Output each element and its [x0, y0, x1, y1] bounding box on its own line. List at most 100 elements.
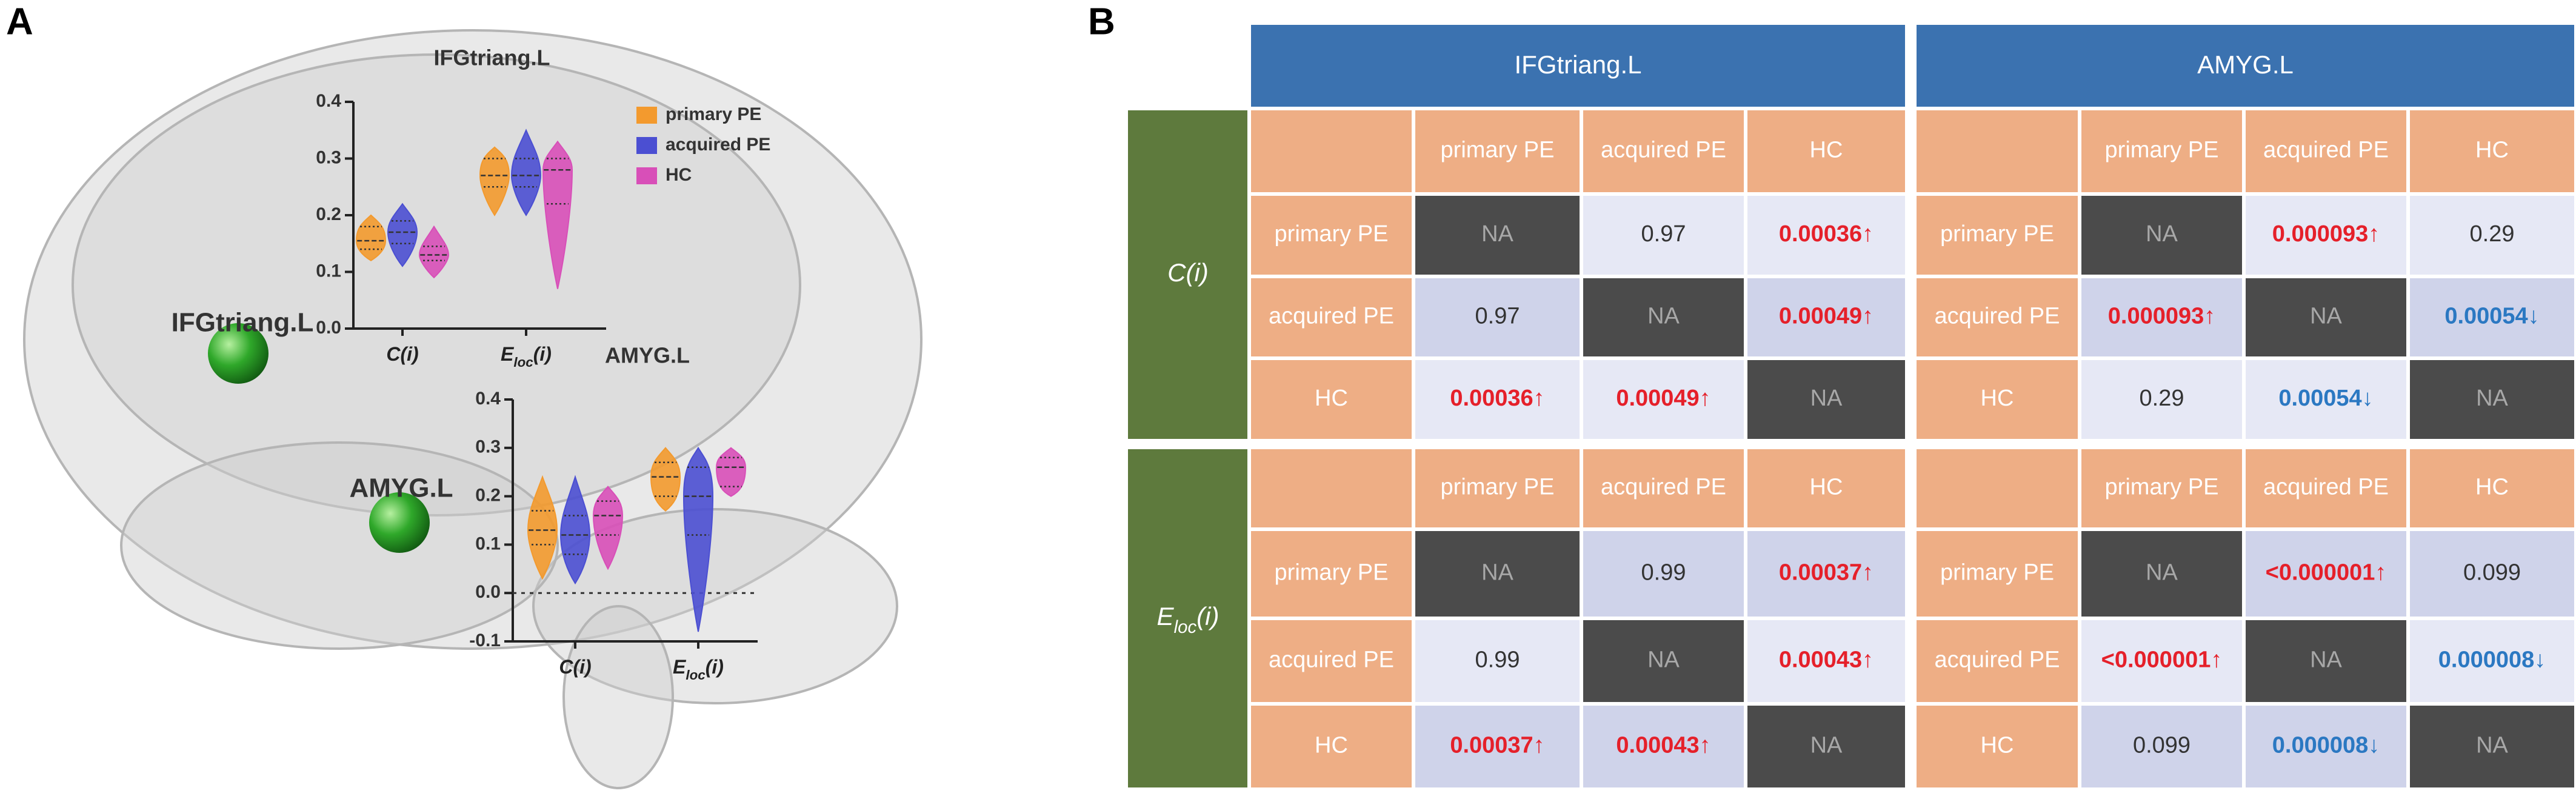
cell-value: 0.000093↑ [2272, 221, 2380, 247]
value-cell [2246, 706, 2406, 787]
value-cell [2081, 706, 2242, 787]
violin [559, 475, 591, 585]
value-cell [1415, 278, 1580, 356]
y-tick-label: -0.1 [469, 630, 501, 650]
value-cell [2410, 620, 2574, 702]
group-label-part: E [1157, 602, 1175, 630]
brainstem [562, 605, 674, 789]
x-tick-label-part: (i) [533, 343, 552, 365]
y-tick-label: 0.1 [316, 261, 341, 281]
x-tick-label-part: C(i) [559, 656, 591, 678]
sub-header-label: HC [1810, 138, 1843, 163]
cell-value: 0.099 [2463, 560, 2521, 586]
row-header [1251, 620, 1412, 702]
violin [592, 486, 624, 570]
row-header-label: acquired PE [1269, 647, 1394, 673]
violin [527, 475, 558, 580]
violin [418, 225, 450, 279]
value-cell [2246, 531, 2406, 617]
cell-value: NA [2476, 386, 2508, 411]
na-cell [1747, 706, 1905, 787]
row-header [1917, 706, 2078, 787]
legend-swatch [636, 107, 657, 124]
sub-header-label: HC [1810, 475, 1843, 500]
row-header-label: primary PE [1940, 560, 2054, 586]
sub-header-label: acquired PE [1601, 475, 1726, 500]
value-cell [1415, 360, 1580, 439]
value-cell [1747, 620, 1905, 702]
y-tick-label: 0.3 [316, 147, 341, 167]
violin [542, 140, 573, 289]
y-tick-label: 0.0 [475, 582, 501, 602]
row-header [1917, 620, 2078, 702]
value-cell [1747, 531, 1905, 617]
group-header [1128, 449, 1247, 787]
x-tick-label-part: E [673, 656, 687, 678]
na-cell [2410, 706, 2574, 787]
cell-value: NA [1810, 386, 1843, 411]
row-header [1251, 278, 1412, 356]
cell-value: NA [2310, 304, 2342, 329]
cell-value: 0.29 [2140, 386, 2184, 411]
value-cell [1415, 620, 1580, 702]
row-header-label: HC [1315, 733, 1348, 758]
y-tick-label: 0.2 [316, 204, 341, 224]
cell-value: NA [2476, 733, 2508, 758]
na-cell [2410, 360, 2574, 439]
row-header-label: primary PE [1275, 560, 1389, 586]
sub-header [1583, 449, 1744, 527]
y-tick-label: 0.1 [475, 533, 501, 553]
row-header [1251, 360, 1412, 439]
cell-value: NA [2146, 560, 2178, 586]
group-header [1128, 110, 1247, 439]
violin [387, 202, 418, 267]
sub-header [2246, 110, 2406, 192]
cell-value: 0.00043↑ [1779, 647, 1874, 673]
value-cell [2081, 360, 2242, 439]
value-cell [1747, 278, 1905, 356]
sub-header-label: acquired PE [1601, 138, 1726, 163]
na-cell [1415, 196, 1580, 275]
cell-value: 0.00036↑ [1450, 386, 1544, 411]
row-header [1917, 360, 2078, 439]
na-cell [1415, 531, 1580, 617]
row-header-label: HC [1315, 386, 1348, 411]
violin [650, 447, 681, 512]
y-tick-label: 0.4 [316, 91, 341, 111]
na-cell [2081, 531, 2242, 617]
sub-header [2410, 449, 2574, 527]
legend-label: primary PE [666, 104, 761, 124]
row-header-label: acquired PE [1934, 304, 2060, 329]
value-cell [1583, 360, 1744, 439]
sub-header-label: primary PE [2105, 138, 2219, 163]
x-tick-label-part: loc [513, 355, 533, 370]
sub-header [1747, 110, 1905, 192]
row-header-label: acquired PE [1269, 304, 1394, 329]
na-cell [1747, 360, 1905, 439]
sub-header-label: primary PE [1441, 475, 1555, 500]
x-tick-label-part: E [501, 343, 515, 365]
violin [510, 129, 542, 216]
value-cell [2081, 278, 2242, 356]
violin [715, 447, 747, 497]
group-label-part: loc [1174, 617, 1197, 637]
node-sphere [369, 492, 430, 553]
value-cell [1747, 196, 1905, 275]
cell-value: 0.000093↑ [2108, 304, 2216, 329]
temporal-lobe [120, 441, 559, 650]
cell-value: <0.000001↑ [2101, 647, 2223, 673]
cell-value: 0.000008↓ [2272, 733, 2380, 758]
row-header-label: primary PE [1940, 221, 2054, 247]
cell-value: NA [1810, 733, 1843, 758]
cell-value: 0.00049↑ [1616, 386, 1710, 411]
row-header [1917, 196, 2078, 275]
corner-cell [1917, 449, 2078, 527]
cell-value: 0.00049↑ [1779, 304, 1874, 329]
cell-value: 0.000008↓ [2438, 647, 2546, 673]
brain [23, 29, 923, 789]
column-header [1917, 25, 2574, 107]
sub-header-label: acquired PE [2263, 475, 2389, 500]
row-header-label: acquired PE [1934, 647, 2060, 673]
x-tick-label: Eloc(i) [501, 343, 552, 370]
